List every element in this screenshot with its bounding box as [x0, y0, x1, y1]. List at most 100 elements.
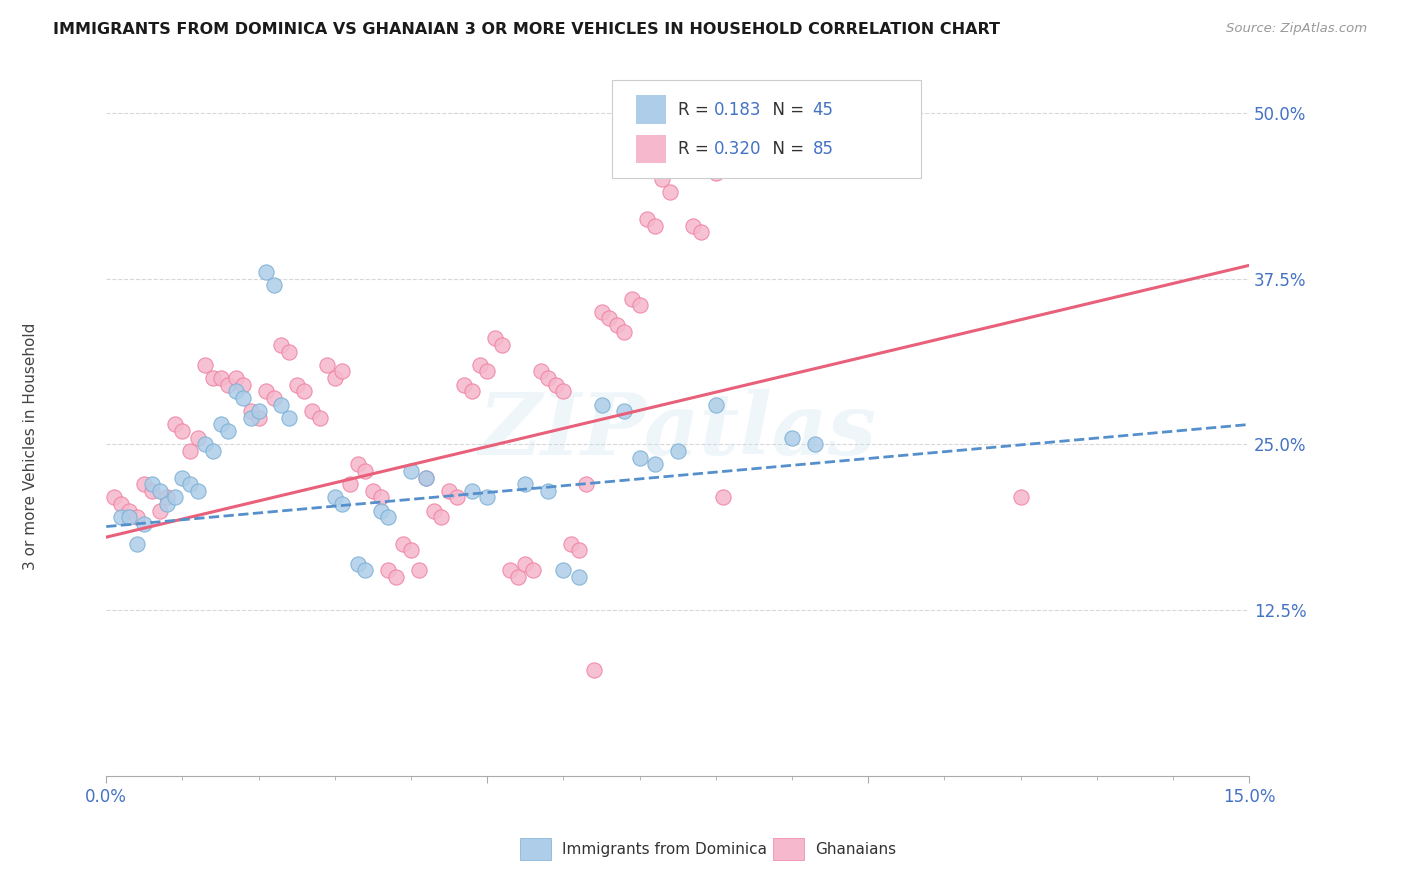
Point	[209, 417, 232, 432]
Point	[125, 510, 148, 524]
Point	[553, 384, 575, 399]
Point	[446, 491, 468, 505]
Point	[323, 491, 346, 505]
Point	[225, 371, 247, 385]
Point	[292, 384, 315, 399]
Point	[247, 410, 270, 425]
Point	[103, 491, 125, 505]
Point	[217, 377, 239, 392]
Point	[377, 510, 399, 524]
Text: Immigrants from Dominica: Immigrants from Dominica	[562, 842, 768, 856]
Point	[682, 219, 704, 233]
Point	[384, 570, 406, 584]
Point	[628, 450, 651, 465]
Point	[134, 516, 156, 531]
Point	[156, 497, 179, 511]
Point	[575, 477, 598, 491]
Point	[437, 483, 460, 498]
Text: 0.320: 0.320	[714, 140, 762, 158]
Point	[148, 483, 170, 498]
Point	[582, 663, 605, 677]
Text: N =: N =	[762, 101, 810, 119]
Point	[187, 483, 209, 498]
Text: ZIPatlas: ZIPatlas	[478, 389, 877, 473]
Point	[499, 563, 522, 577]
Point	[263, 391, 285, 405]
Point	[666, 106, 689, 120]
Point	[713, 491, 735, 505]
Point	[399, 543, 422, 558]
Point	[232, 377, 254, 392]
Point	[179, 444, 201, 458]
Point	[270, 398, 292, 412]
Point	[187, 431, 209, 445]
Point	[240, 410, 263, 425]
Point	[468, 358, 491, 372]
Point	[148, 503, 170, 517]
Point	[780, 431, 803, 445]
Point	[163, 417, 186, 432]
Point	[332, 497, 354, 511]
Point	[134, 477, 156, 491]
Point	[697, 159, 720, 173]
Point	[461, 384, 484, 399]
Point	[606, 318, 628, 332]
Point	[415, 470, 437, 484]
Point	[636, 211, 658, 226]
Point	[613, 325, 636, 339]
Point	[201, 444, 224, 458]
Point	[316, 358, 339, 372]
Point	[354, 464, 377, 478]
Point	[254, 265, 277, 279]
Point	[172, 470, 194, 484]
Point	[673, 119, 696, 133]
Point	[332, 364, 354, 378]
Point	[110, 497, 132, 511]
Point	[591, 398, 613, 412]
Point	[247, 404, 270, 418]
Point	[537, 483, 560, 498]
Point	[201, 371, 224, 385]
Point	[156, 491, 179, 505]
Point	[301, 404, 323, 418]
Point	[308, 410, 330, 425]
Point	[270, 338, 292, 352]
Point	[560, 537, 582, 551]
Point	[484, 331, 506, 345]
Point	[118, 503, 141, 517]
Point	[163, 491, 186, 505]
Point	[515, 477, 537, 491]
Point	[568, 543, 591, 558]
Point	[804, 437, 827, 451]
Text: R =: R =	[678, 140, 714, 158]
Point	[659, 186, 682, 200]
Point	[370, 503, 392, 517]
Point	[613, 404, 636, 418]
Point	[194, 437, 217, 451]
Point	[254, 384, 277, 399]
Point	[515, 557, 537, 571]
Point	[477, 364, 499, 378]
Point	[453, 377, 475, 392]
Point	[141, 477, 163, 491]
Point	[179, 477, 201, 491]
Point	[620, 292, 643, 306]
Text: N =: N =	[762, 140, 810, 158]
Point	[285, 377, 308, 392]
Point	[598, 311, 620, 326]
Point	[506, 570, 529, 584]
Text: 3 or more Vehicles in Household: 3 or more Vehicles in Household	[24, 322, 38, 570]
Text: Source: ZipAtlas.com: Source: ZipAtlas.com	[1226, 22, 1367, 36]
Point	[361, 483, 384, 498]
Point	[537, 371, 560, 385]
Point	[346, 557, 368, 571]
Point	[666, 444, 689, 458]
Point	[651, 172, 673, 186]
Point	[141, 483, 163, 498]
Text: 45: 45	[813, 101, 834, 119]
Point	[209, 371, 232, 385]
Point	[194, 358, 217, 372]
Text: 0.183: 0.183	[714, 101, 762, 119]
Text: IMMIGRANTS FROM DOMINICA VS GHANAIAN 3 OR MORE VEHICLES IN HOUSEHOLD CORRELATION: IMMIGRANTS FROM DOMINICA VS GHANAIAN 3 O…	[53, 22, 1001, 37]
Point	[354, 563, 377, 577]
